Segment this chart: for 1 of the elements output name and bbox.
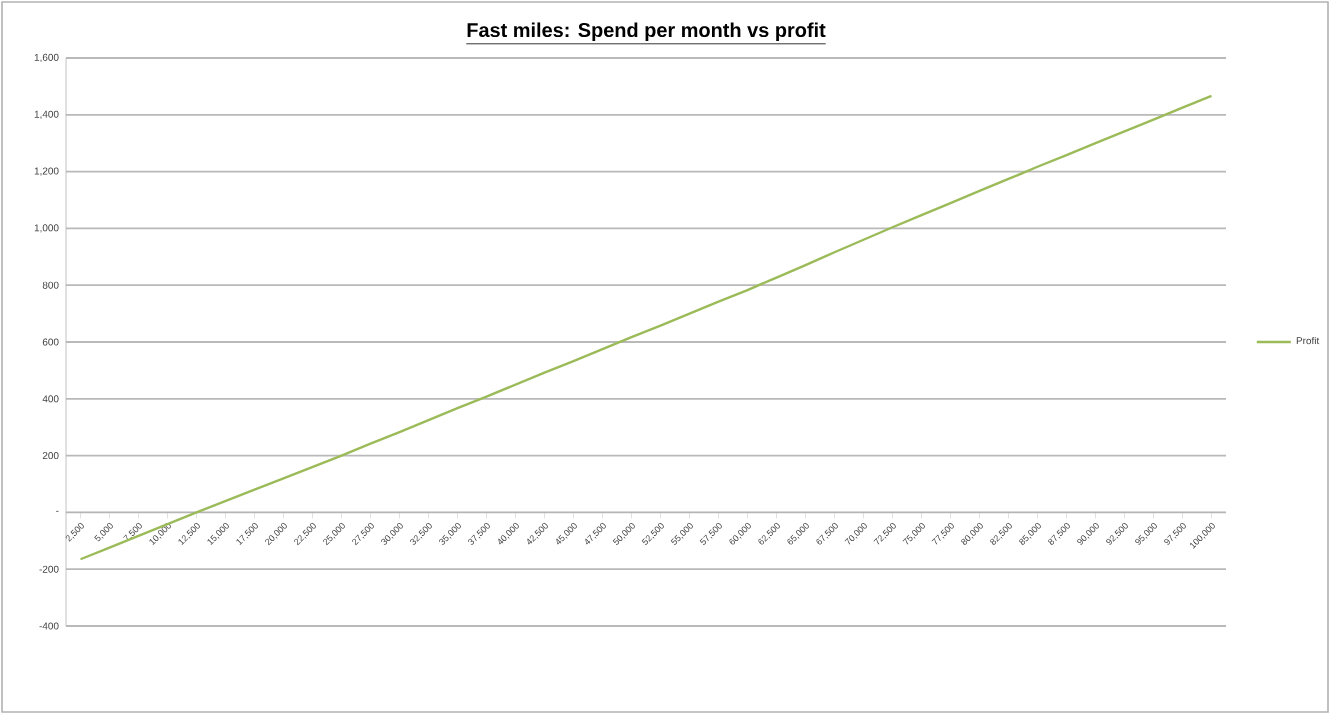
chart-title: Fast miles: Spend per month vs profit xyxy=(467,22,826,41)
